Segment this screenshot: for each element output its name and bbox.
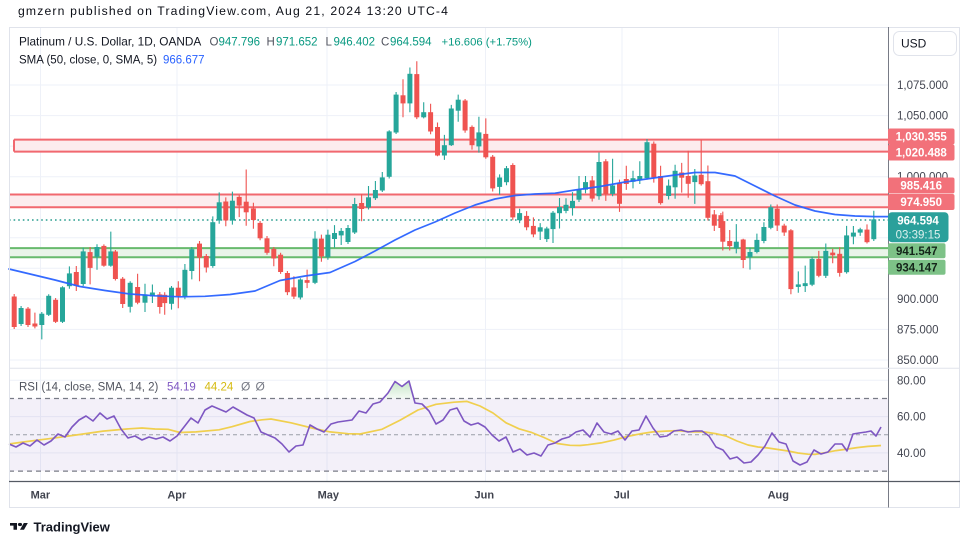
svg-text:Apr: Apr [167,490,187,502]
svg-text:Ø: Ø [241,380,250,394]
svg-text:934.147: 934.147 [896,262,938,274]
svg-text:80.00: 80.00 [897,375,926,387]
svg-text:875.000: 875.000 [897,324,939,336]
svg-text:Ø: Ø [256,380,265,394]
svg-text:1,030.355: 1,030.355 [896,132,948,144]
svg-text:Platinum / U.S. Dollar, 1D, OA: Platinum / U.S. Dollar, 1D, OANDA [19,35,201,49]
svg-text:1,020.488: 1,020.488 [896,148,948,160]
svg-text:Jun: Jun [475,490,495,502]
svg-text:966.677: 966.677 [163,55,205,67]
svg-text:Aug: Aug [768,490,789,502]
svg-text:Jul: Jul [614,490,630,502]
svg-text:850.000: 850.000 [897,355,939,367]
svg-text:1,075.000: 1,075.000 [897,80,948,92]
svg-text:60.00: 60.00 [897,412,926,424]
svg-text:C: C [381,37,389,49]
svg-text:54.19: 54.19 [167,382,196,394]
svg-text:947.796: 947.796 [219,37,261,49]
svg-text:941.547: 941.547 [896,246,938,258]
svg-text:900.000: 900.000 [897,294,939,306]
svg-text:May: May [318,490,340,502]
svg-text:1,050.000: 1,050.000 [897,111,948,123]
svg-text:40.00: 40.00 [897,448,926,460]
svg-text:RSI (14, close, SMA, 14, 2): RSI (14, close, SMA, 14, 2) [19,382,159,394]
svg-text:964.594: 964.594 [897,216,939,228]
svg-text:Mar: Mar [31,490,51,502]
svg-text:USD: USD [901,37,927,51]
svg-text:O: O [210,37,219,49]
svg-text:L: L [326,37,333,49]
svg-text:946.402: 946.402 [334,37,376,49]
svg-text:+16.606 (+1.75%): +16.606 (+1.75%) [442,37,533,49]
svg-text:985.416: 985.416 [900,181,942,193]
svg-text:44.24: 44.24 [205,382,234,394]
svg-text:H: H [267,37,275,49]
svg-text:974.950: 974.950 [900,197,942,209]
svg-text:SMA (50, close, 0, SMA, 5): SMA (50, close, 0, SMA, 5) [19,55,157,67]
svg-text:964.594: 964.594 [390,37,432,49]
svg-text:971.652: 971.652 [276,37,318,49]
svg-text:03:39:15: 03:39:15 [896,230,941,242]
svg-text:TradingView: TradingView [34,520,111,535]
svg-text:gmzern published on TradingVie: gmzern published on TradingView.com, Aug… [18,4,449,18]
